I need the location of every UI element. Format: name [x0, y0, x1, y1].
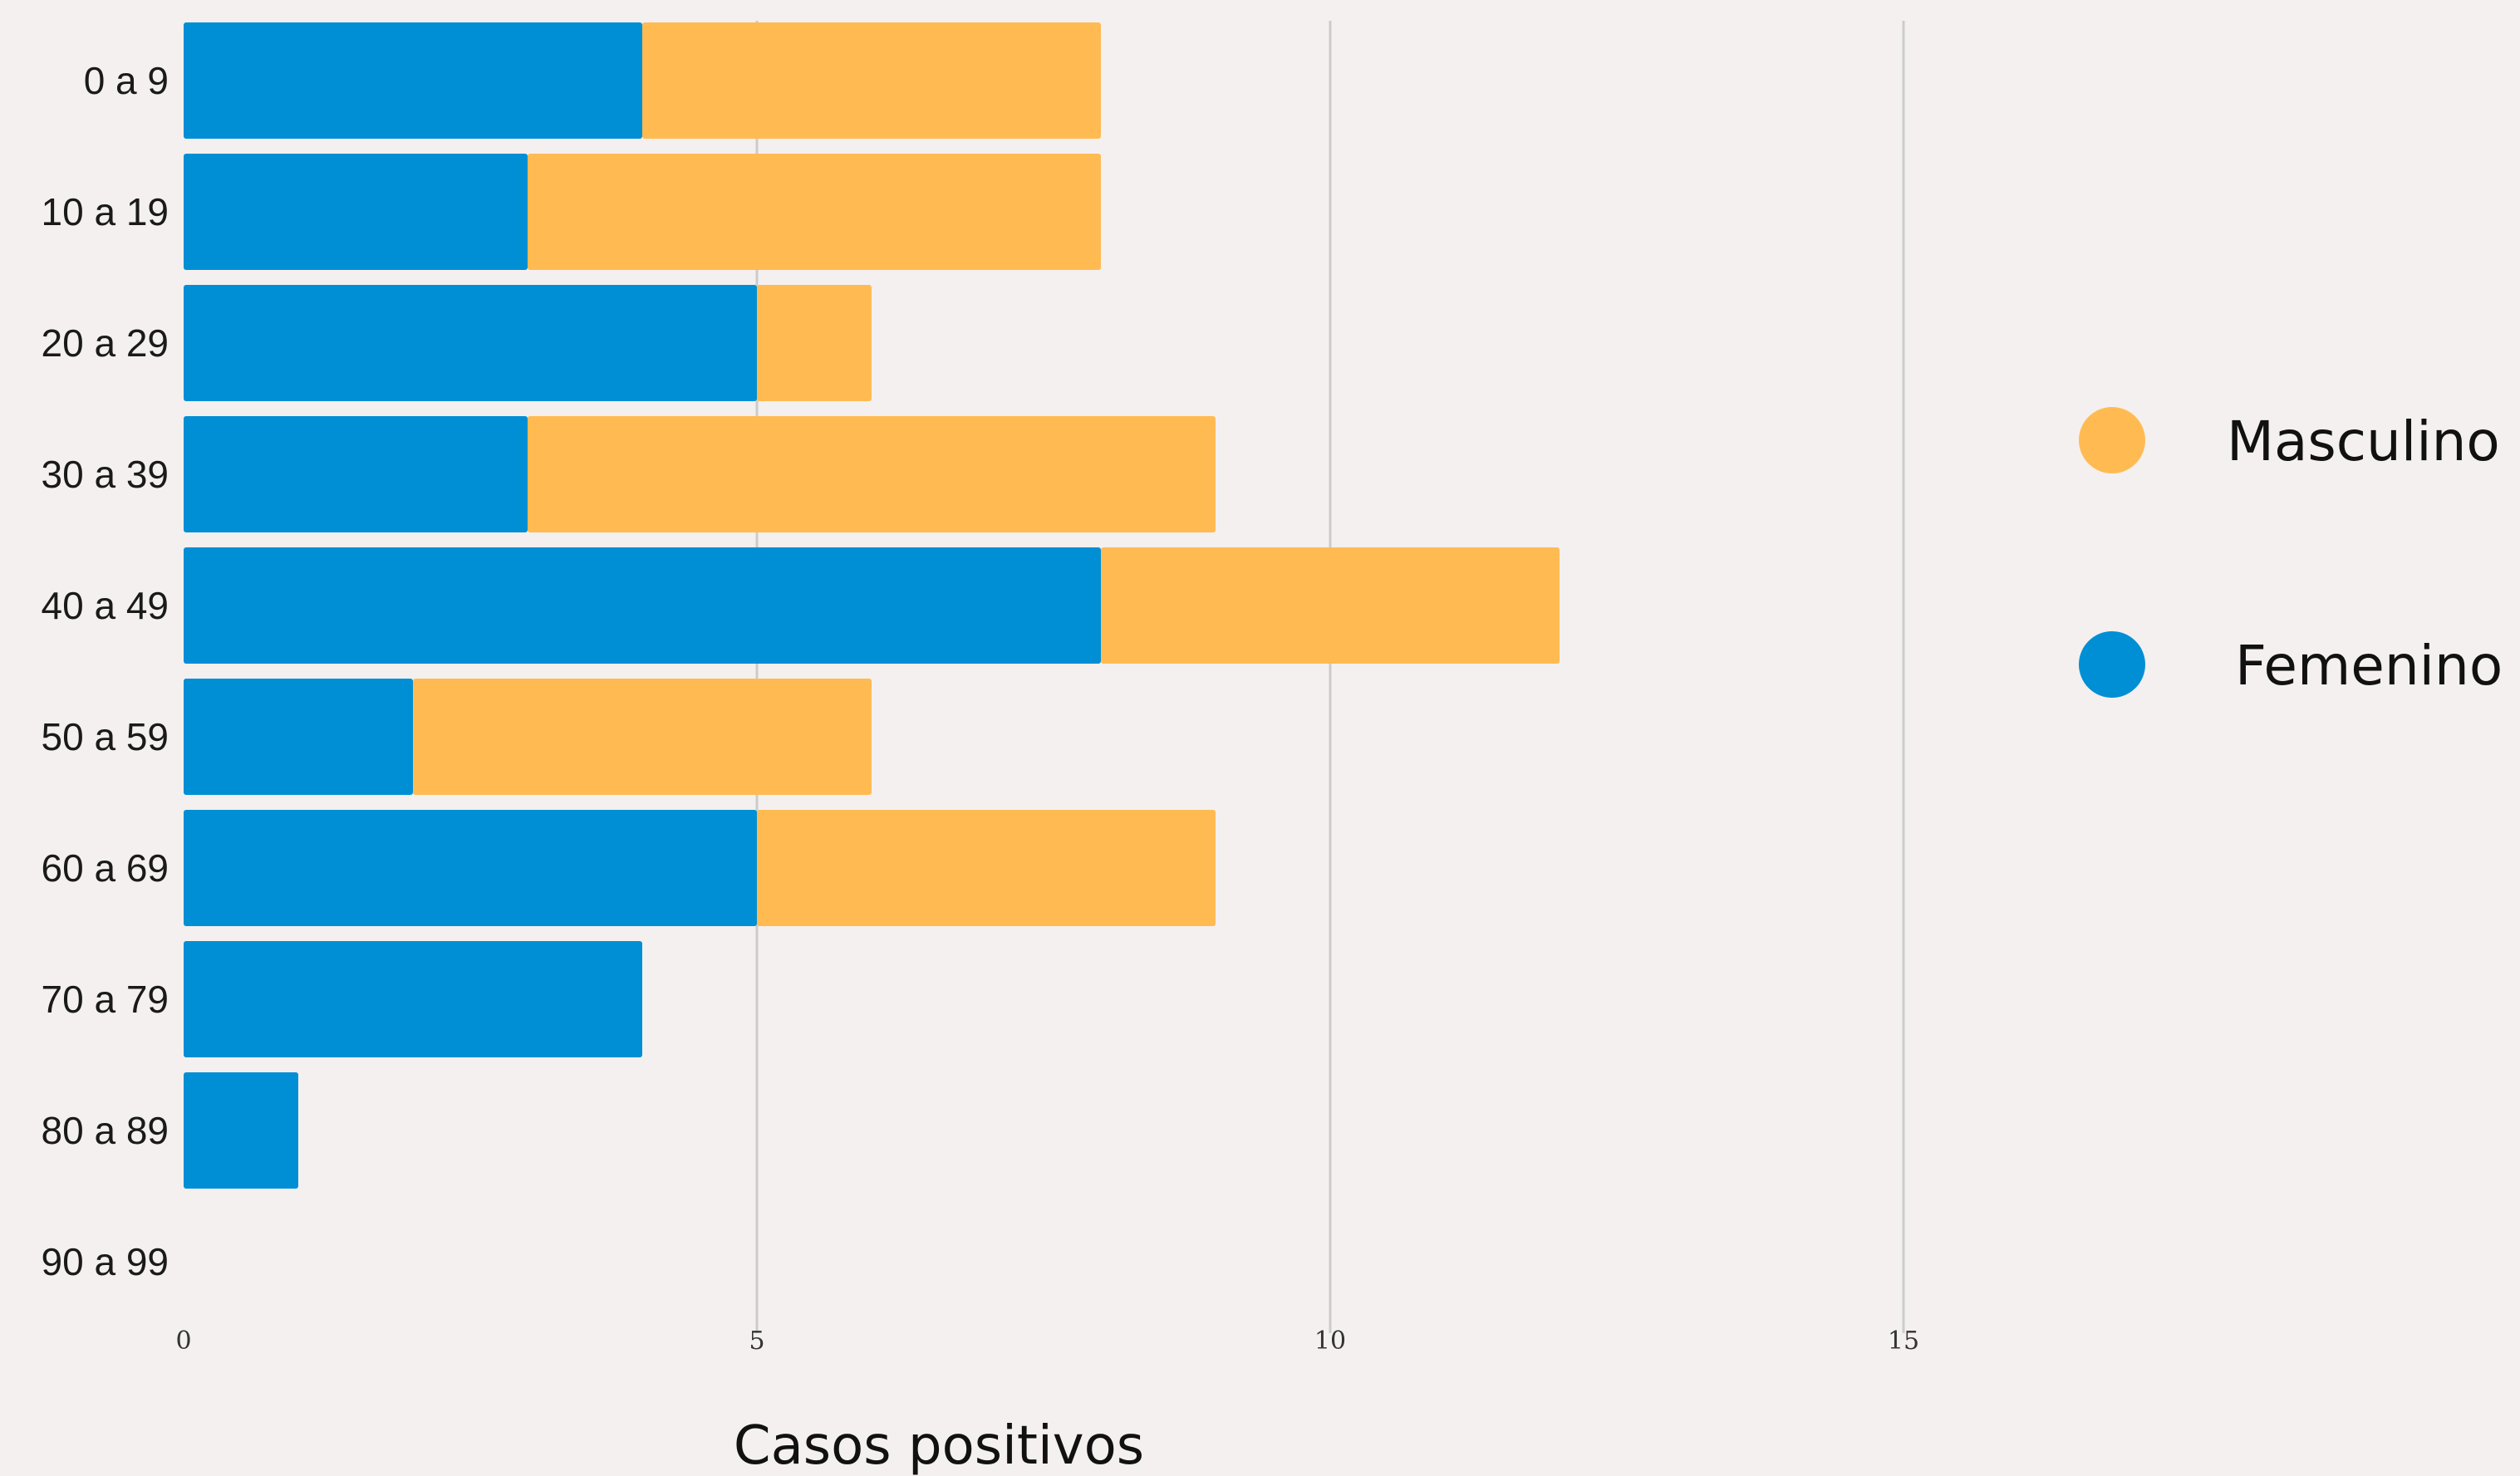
bar-masculino-30-a-39 — [528, 416, 1216, 532]
bar-femenino-60-a-69 — [184, 810, 757, 926]
bar-femenino-50-a-59 — [184, 679, 413, 795]
bar-femenino-70-a-79 — [184, 941, 642, 1057]
bars — [184, 22, 1560, 1189]
x-tick-label: 0 — [175, 1326, 191, 1356]
bar-femenino-0-a-9 — [184, 22, 642, 139]
bar-masculino-20-a-29 — [757, 285, 872, 401]
bar-masculino-0-a-9 — [642, 22, 1101, 139]
legend-marker-femenino — [2079, 631, 2145, 698]
category-label: 60 a 69 — [42, 846, 169, 890]
bar-femenino-80-a-89 — [184, 1072, 298, 1189]
category-label: 70 a 79 — [42, 978, 169, 1021]
legend-marker-masculino — [2079, 407, 2145, 473]
category-label: 80 a 89 — [42, 1109, 169, 1152]
bar-masculino-50-a-59 — [413, 679, 872, 795]
bar-femenino-10-a-19 — [184, 154, 528, 270]
legend-label-masculino: Masculino — [2227, 409, 2500, 473]
x-tick-label: 15 — [1888, 1326, 1919, 1356]
bar-masculino-60-a-69 — [757, 810, 1216, 926]
x-tick-label: 5 — [749, 1326, 764, 1356]
category-label: 10 a 19 — [42, 190, 169, 233]
x-tick-label: 10 — [1314, 1326, 1346, 1356]
category-label: 90 a 99 — [42, 1240, 169, 1283]
bar-masculino-10-a-19 — [528, 154, 1101, 270]
category-labels: 0 a 9 10 a 19 20 a 29 30 a 39 40 a 49 50 a 59… — [42, 59, 169, 1283]
x-axis-title: Casos positivos — [734, 1415, 1144, 1476]
x-tick-labels: 0 5 10 15 — [175, 1326, 1919, 1356]
category-label: 40 a 49 — [42, 584, 169, 627]
bar-femenino-40-a-49 — [184, 547, 1101, 664]
category-label: 0 a 9 — [84, 59, 169, 102]
bar-femenino-20-a-29 — [184, 285, 757, 401]
bar-masculino-40-a-49 — [1101, 547, 1560, 664]
category-label: 50 a 59 — [42, 715, 169, 758]
category-label: 20 a 29 — [42, 321, 169, 365]
bar-femenino-30-a-39 — [184, 416, 528, 532]
legend: Masculino Femenino — [2079, 407, 2503, 698]
legend-label-femenino: Femenino — [2235, 634, 2503, 698]
category-label: 30 a 39 — [42, 453, 169, 496]
